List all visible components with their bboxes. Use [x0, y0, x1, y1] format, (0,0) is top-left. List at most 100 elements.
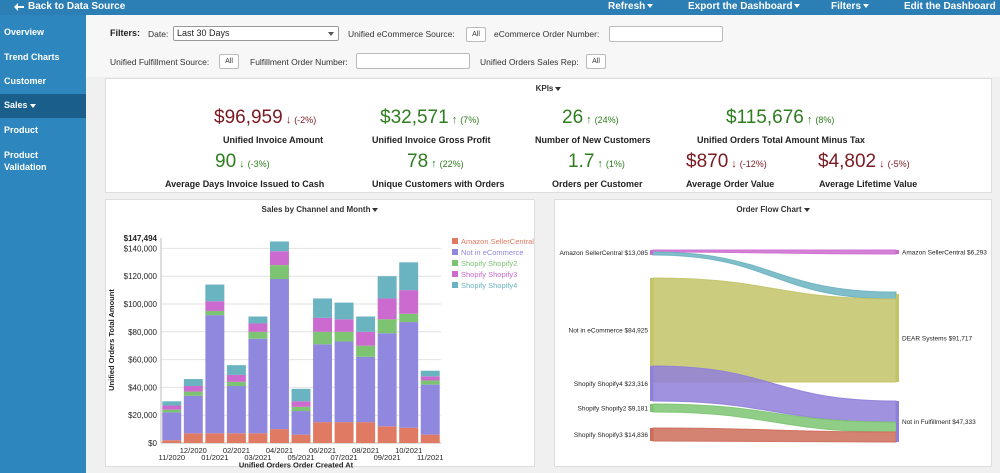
sidebar-item-sales[interactable]: Sales [0, 94, 86, 118]
date-select[interactable]: Last 30 Days [173, 26, 339, 41]
bar-segment [334, 302, 354, 320]
sidebar-item-trend-charts[interactable]: Trend Charts [0, 51, 86, 63]
date-value: Last 30 Days [177, 28, 230, 38]
edit-dashboard-button[interactable]: Edit the Dashboard [904, 1, 996, 12]
export-menu[interactable]: Export the Dashboard [688, 1, 801, 12]
sidebar-item-label: Trend Charts [4, 52, 60, 62]
bar-segment [334, 422, 354, 443]
date-label: Date: [148, 29, 169, 39]
ecom-source-label: Unified eCommerce Source: [348, 29, 455, 39]
refresh-menu[interactable]: Refresh [608, 1, 654, 12]
bar-segment [313, 317, 333, 332]
ecom-source-select[interactable]: All [466, 27, 486, 42]
bar-segment [269, 429, 289, 443]
back-to-data-source-link[interactable]: Back to Data Source [14, 1, 125, 12]
y-tick-label: $100,000 [124, 300, 158, 309]
y-tick-label: $0 [148, 439, 157, 448]
kpi-unique-customers-label: Unique Customers with Orders [372, 179, 505, 189]
kpi-change: (8%) [815, 115, 835, 125]
arrow-down-icon: ↓ [285, 114, 292, 126]
sidebar-item-label: Customer [4, 76, 47, 86]
kpi-number: $32,571 [380, 107, 449, 128]
arrow-up-icon: ↑ [806, 114, 813, 126]
kpi-avg-order-value: $870 ↓ (-12%) [686, 151, 767, 173]
sales-bar-chart: $0 $20,000 $40,000 $60,000 $80,000 $100,000 $1… [107, 234, 534, 468]
bar-segment [162, 412, 182, 441]
caret-down-icon [647, 4, 654, 9]
sankey-target-label: DEAR Systems $91,717 [902, 336, 972, 343]
legend-swatch [452, 260, 458, 266]
edit-label: Edit the Dashboard [904, 1, 996, 12]
bar-segment [162, 401, 182, 406]
sankey-target-node [896, 294, 899, 382]
filter-bar: Filters: Date: Last 30 Days Unified eCom… [86, 15, 1000, 77]
back-label: Back to Data Source [28, 1, 126, 12]
sidebar-item-customer[interactable]: Customer [0, 75, 86, 87]
x-tick-label: 08/2021 [352, 446, 379, 455]
sales-rep-select[interactable]: All [586, 54, 606, 69]
bar-segment [205, 301, 225, 311]
kpi-new-customers-value: 26 ↑ (24%) [562, 107, 619, 129]
kpi-lifetime-value: $4,802 ↓ (-5%) [818, 151, 910, 173]
bar-segment [269, 265, 289, 279]
sidebar: Overview Trend Charts Customer Sales Pro… [0, 15, 86, 473]
kpi-change: (-5%) [887, 159, 910, 169]
kpi-days-to-cash-label: Average Days Invoice Issued to Cash [165, 179, 325, 189]
sidebar-item-product-validation[interactable]: Product Validation [0, 149, 60, 173]
y-tick-label: $80,000 [128, 328, 157, 337]
order-flow-title[interactable]: Order Flow Chart [555, 205, 991, 214]
bar-segment [420, 376, 440, 381]
kpi-title-text: KPIs [535, 84, 554, 93]
bar-segment [313, 331, 333, 345]
bar-segment [226, 374, 246, 382]
x-tick-label: 11/2020 [158, 453, 185, 462]
bar-segment [226, 433, 246, 443]
fulfill-source-select[interactable]: All [219, 54, 239, 69]
legend-label: Shopify Shopify2 [461, 259, 517, 268]
kpi-number: $115,676 [726, 107, 804, 128]
filters-label: Filters [831, 1, 862, 12]
order-flow-chart: Amazon SellerCentral $13,085 Not in eComm… [559, 249, 987, 443]
kpi-change: (1%) [605, 159, 625, 169]
kpi-panel-title[interactable]: KPIs [106, 84, 991, 93]
bar-segment [356, 316, 376, 332]
legend-label: Amazon SellerCentral [461, 237, 534, 246]
sankey-source-label: Not in eCommerce $84,925 [569, 328, 649, 335]
fulfill-order-label: Fulfillment Order Number: [250, 57, 348, 67]
x-tick-label: 10/2021 [395, 446, 422, 455]
bar-segment [420, 434, 440, 443]
arrow-up-icon: ↑ [431, 158, 437, 170]
bar-segment [205, 315, 225, 434]
sankey-source-label: Shopify Shopify3 $14,836 [574, 432, 648, 439]
order-flow-panel: Order Flow Chart Amazon SellerCentral $1… [554, 199, 992, 467]
kpi-orders-total-value: $115,676 ↑ (8%) [726, 107, 834, 129]
sidebar-item-product[interactable]: Product [0, 124, 86, 136]
fulfill-order-input[interactable] [356, 53, 470, 69]
arrow-down-icon: ↓ [239, 158, 245, 170]
bar-segment [226, 386, 246, 434]
x-tick-label: 04/2021 [266, 446, 293, 455]
bar-segment [377, 319, 397, 334]
sankey-source-label: Amazon SellerCentral $13,085 [559, 250, 648, 257]
bar-segment [377, 298, 397, 320]
kpi-gross-profit-value: $32,571 ↑ (7%) [380, 107, 479, 129]
bar-segment [356, 422, 376, 443]
filters-menu[interactable]: Filters [831, 1, 870, 12]
arrow-up-icon: ↑ [451, 114, 458, 126]
sidebar-item-label: Sales [4, 100, 28, 110]
bar-segment [334, 341, 354, 423]
sidebar-item-overview[interactable]: Overview [0, 26, 86, 38]
sales-chart-title-text: Sales by Channel and Month [261, 205, 371, 214]
bar-segment [420, 370, 440, 377]
arrow-up-icon: ↑ [586, 114, 592, 126]
bar-segment [399, 322, 419, 428]
sales-chart-title[interactable]: Sales by Channel and Month [106, 205, 534, 214]
kpi-orders-total-label: Unified Orders Total Amount Minus Tax [697, 135, 865, 145]
bar-segment [399, 262, 419, 291]
bar-segment [291, 411, 311, 435]
sales-rep-label: Unified Orders Sales Rep: [480, 57, 579, 67]
bar-segment [205, 310, 225, 316]
x-tick-label: 01/2021 [201, 453, 228, 462]
bar-segment [356, 356, 376, 423]
ecom-order-input[interactable] [609, 26, 723, 42]
